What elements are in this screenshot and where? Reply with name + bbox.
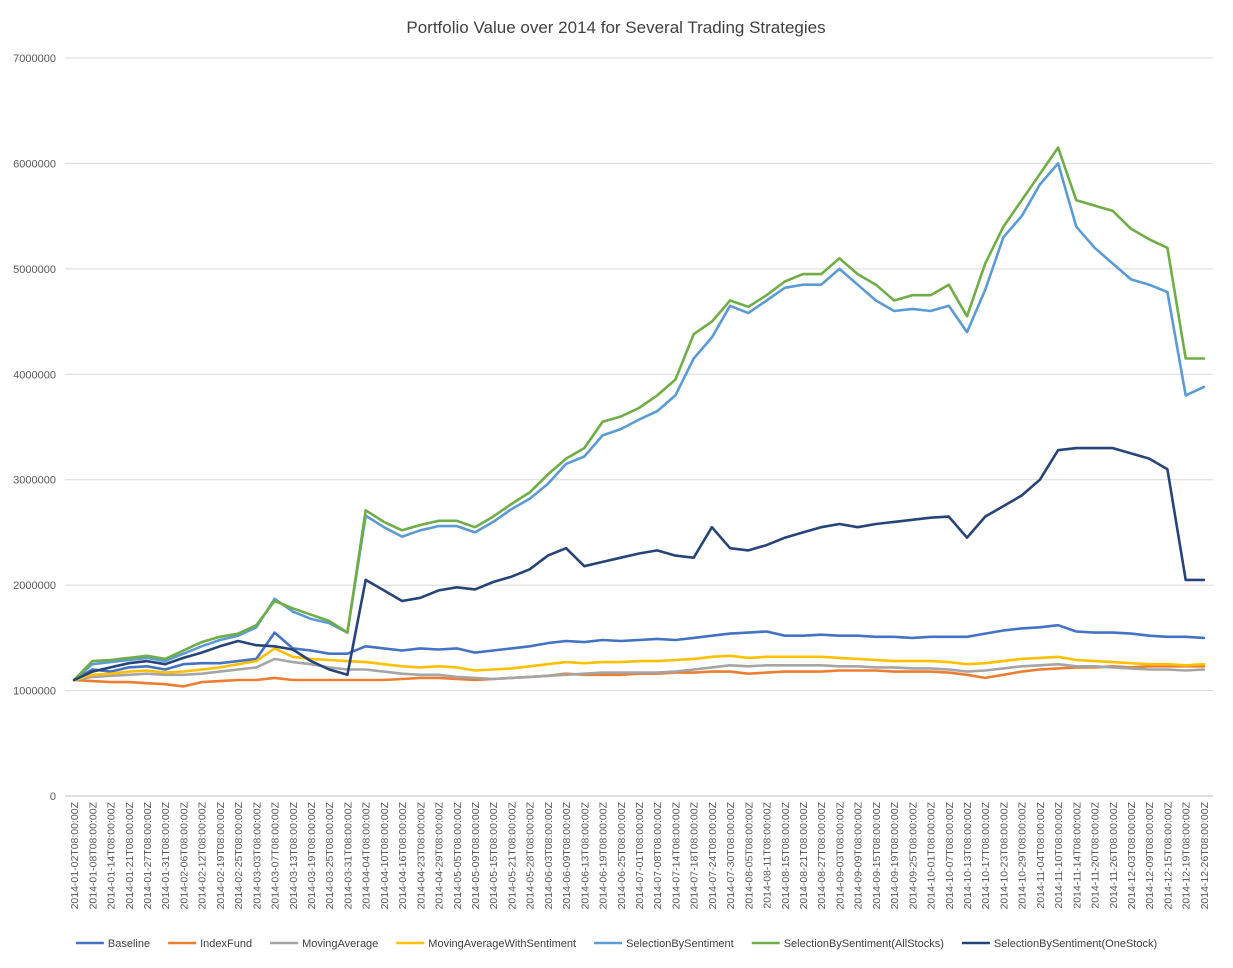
legend-item-6: SelectionBySentiment(OneStock) [961, 938, 1157, 950]
x-tick-label: 2014-08-11T08:00:00Z [762, 801, 774, 908]
chart-title: Portfolio Value over 2014 for Several Tr… [406, 18, 825, 37]
x-tick-label: 2014-08-27T08:00:00Z [816, 801, 828, 909]
y-tick-label: 6000000 [13, 158, 56, 170]
x-tick-label: 2014-07-01T08:00:00Z [634, 801, 646, 909]
legend: Baseline IndexFund MovingAverage MovingAver… [75, 938, 1157, 950]
x-tick-label: 2014-04-16T08:00:00Z [397, 801, 409, 909]
legend-item-0: Baseline [75, 938, 150, 950]
legend-label: MovingAverageWithSentiment [428, 938, 576, 950]
x-tick-label: 2014-04-10T08:00:00Z [379, 801, 391, 909]
x-tick-label: 2014-11-10T08:00:00Z [1053, 801, 1065, 908]
legend-item-4: SelectionBySentiment [594, 938, 734, 950]
x-tick-label: 2014-05-28T08:00:00Z [525, 801, 537, 909]
x-tick-label: 2014-01-08T08:00:00Z [87, 801, 99, 909]
x-tick-label: 2014-06-25T08:00:00Z [616, 801, 628, 909]
x-tick-label: 2014-12-26T08:00:00Z [1199, 801, 1211, 909]
y-axis-ticks: 0 1000000 2000000 3000000 4000000 5000000 6000… [13, 53, 56, 803]
x-tick-label: 2014-06-09T08:00:00Z [561, 801, 573, 909]
series-line-4 [72, 162, 1206, 682]
legend-label: IndexFund [200, 938, 252, 950]
x-tick-label: 2014-11-04T08:00:00Z [1035, 801, 1047, 908]
x-tick-label: 2014-08-15T08:00:00Z [780, 801, 792, 909]
x-tick-label: 2014-01-14T08:00:00Z [106, 801, 118, 909]
x-tick-label: 2014-12-15T08:00:00Z [1162, 801, 1174, 909]
y-tick-label: 5000000 [13, 264, 56, 276]
legend-label: Baseline [108, 938, 150, 950]
x-tick-label: 2014-07-24T08:00:00Z [707, 801, 719, 909]
x-tick-label: 2014-11-20T08:00:00Z [1090, 801, 1102, 908]
x-tick-label: 2014-03-03T08:00:00Z [251, 801, 263, 909]
x-tick-label: 2014-07-30T08:00:00Z [725, 801, 737, 909]
series-line-3 [72, 647, 1206, 682]
x-tick-label: 2014-02-06T08:00:00Z [178, 801, 190, 909]
series-line-0 [72, 623, 1206, 682]
series-line-5 [72, 146, 1206, 682]
x-tick-label: 2014-01-27T08:00:00Z [142, 801, 154, 909]
x-tick-label: 2014-10-13T08:00:00Z [962, 801, 974, 909]
y-tick-label: 0 [50, 791, 56, 803]
y-tick-label: 2000000 [13, 580, 56, 592]
x-tick-label: 2014-05-21T08:00:00Z [506, 801, 518, 909]
x-tick-label: 2014-01-31T08:00:00Z [160, 801, 172, 909]
x-tick-label: 2014-07-14T08:00:00Z [670, 801, 682, 909]
gridlines [65, 57, 1213, 797]
legend-label: MovingAverage [302, 938, 378, 950]
x-tick-label: 2014-02-19T08:00:00Z [215, 801, 227, 909]
x-tick-label: 2014-08-21T08:00:00Z [798, 801, 810, 909]
x-tick-label: 2014-09-03T08:00:00Z [834, 801, 846, 909]
x-tick-label: 2014-09-15T08:00:00Z [871, 801, 883, 909]
x-tick-label: 2014-03-07T08:00:00Z [270, 801, 282, 909]
legend-item-3: MovingAverageWithSentiment [396, 938, 576, 950]
legend-item-5: SelectionBySentiment(AllStocks) [751, 938, 944, 950]
x-tick-label: 2014-12-09T08:00:00Z [1144, 801, 1156, 909]
x-tick-label: 2014-02-12T08:00:00Z [197, 801, 209, 909]
y-tick-label: 3000000 [13, 475, 56, 487]
x-tick-label: 2014-05-05T08:00:00Z [452, 801, 464, 909]
x-tick-label: 2014-07-08T08:00:00Z [652, 801, 664, 909]
x-tick-label: 2014-02-25T08:00:00Z [233, 801, 245, 909]
x-tick-label: 2014-09-19T08:00:00Z [889, 801, 901, 909]
x-tick-label: 2014-04-29T08:00:00Z [434, 801, 446, 909]
x-tick-label: 2014-08-05T08:00:00Z [743, 801, 755, 909]
x-tick-label: 2014-09-25T08:00:00Z [907, 801, 919, 909]
series-lines [72, 146, 1206, 688]
x-tick-label: 2014-10-07T08:00:00Z [944, 801, 956, 909]
legend-label: SelectionBySentiment(OneStock) [994, 938, 1157, 950]
x-tick-label: 2014-03-31T08:00:00Z [342, 801, 354, 909]
x-tick-label: 2014-03-13T08:00:00Z [288, 801, 300, 909]
x-tick-label: 2014-01-02T08:00:00Z [69, 801, 81, 909]
y-tick-label: 1000000 [13, 686, 56, 698]
x-tick-label: 2014-06-03T08:00:00Z [543, 801, 555, 909]
x-tick-label: 2014-10-29T08:00:00Z [1017, 801, 1029, 909]
x-tick-label: 2014-05-09T08:00:00Z [470, 801, 482, 909]
x-axis-ticks: 2014-01-02T08:00:00Z 2014-01-08T08:00:00Z… [69, 801, 1211, 909]
x-tick-label: 2014-05-15T08:00:00Z [488, 801, 500, 909]
x-tick-label: 2014-10-23T08:00:00Z [998, 801, 1010, 909]
x-tick-label: 2014-12-03T08:00:00Z [1126, 801, 1138, 909]
x-tick-label: 2014-09-09T08:00:00Z [853, 801, 865, 909]
x-tick-label: 2014-04-23T08:00:00Z [415, 801, 427, 909]
x-tick-label: 2014-11-26T08:00:00Z [1108, 801, 1120, 908]
series-line-6 [72, 446, 1206, 682]
x-tick-label: 2014-04-04T08:00:00Z [361, 801, 373, 909]
x-tick-label: 2014-06-19T08:00:00Z [598, 801, 610, 909]
x-tick-label: 2014-10-17T08:00:00Z [980, 801, 992, 909]
x-tick-label: 2014-06-13T08:00:00Z [579, 801, 591, 909]
x-tick-label: 2014-10-01T08:00:00Z [926, 801, 938, 909]
x-tick-label: 2014-12-19T08:00:00Z [1181, 801, 1193, 909]
y-tick-label: 4000000 [13, 369, 56, 381]
x-tick-label: 2014-03-25T08:00:00Z [324, 801, 336, 909]
x-tick-label: 2014-11-14T08:00:00Z [1071, 801, 1083, 908]
legend-label: SelectionBySentiment [626, 938, 734, 950]
series-line-2 [72, 657, 1206, 682]
legend-item-1: IndexFund [168, 938, 252, 950]
x-tick-label: 2014-07-18T08:00:00Z [689, 801, 701, 909]
legend-label: SelectionBySentiment(AllStocks) [784, 938, 944, 950]
y-tick-label: 7000000 [13, 53, 56, 65]
x-tick-label: 2014-01-21T08:00:00Z [124, 801, 136, 909]
legend-item-2: MovingAverage [270, 938, 378, 950]
x-tick-label: 2014-03-19T08:00:00Z [306, 801, 318, 909]
